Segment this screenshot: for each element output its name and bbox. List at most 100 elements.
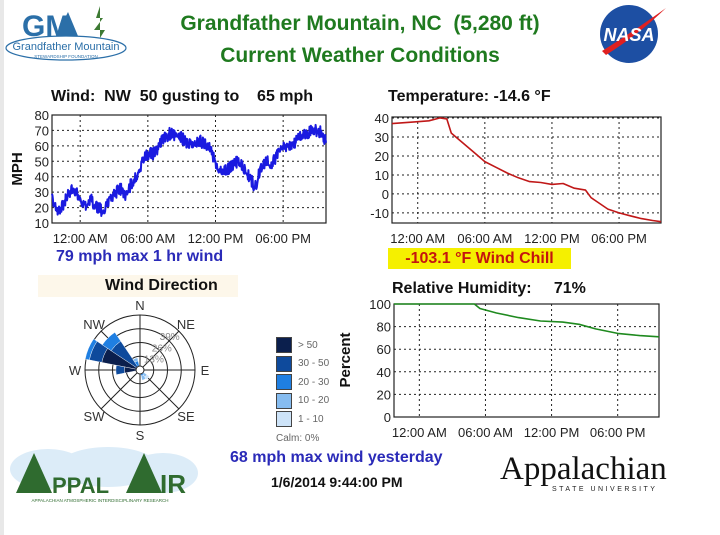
asu-logo-name: Appalachian <box>500 451 667 487</box>
series-line <box>394 303 660 338</box>
nasa-logo-icon: NASA <box>600 5 666 63</box>
legend-swatch <box>276 411 292 428</box>
page-edge <box>0 0 4 535</box>
rose-ring-label: 26% <box>152 343 172 354</box>
compass-label-e: E <box>201 363 210 378</box>
y-tick-label: 60 <box>377 342 391 357</box>
plot-area <box>393 303 660 418</box>
x-tick-label: 06:00 AM <box>457 231 512 246</box>
x-tick-label: 12:00 PM <box>524 231 580 246</box>
x-tick-label: 12:00 AM <box>390 231 445 246</box>
compass-label-n: N <box>135 298 144 313</box>
appalair-logo: PPAL IR APPALACHIAN ATMOSPHERIC INTERDIS… <box>8 445 198 510</box>
x-tick-label: 06:00 PM <box>255 231 311 246</box>
legend-label: 20 - 30 <box>298 376 330 388</box>
y-tick-label: 40 <box>377 365 391 380</box>
y-tick-label: 80 <box>377 320 391 335</box>
legend-label: 10 - 20 <box>298 395 330 407</box>
compass-label-sw: SW <box>84 409 106 424</box>
y-tick-label: 40 <box>375 111 389 126</box>
asu-logo-sub: STATE UNIVERSITY <box>552 486 658 493</box>
svg-text:APPALACHIAN ATMOSPHERIC INTERD: APPALACHIAN ATMOSPHERIC INTERDISCIPLINAR… <box>32 498 169 503</box>
wind-direction-title: Wind Direction <box>105 277 218 294</box>
appalair-logo-icon: PPAL IR APPALACHIAN ATMOSPHERIC INTERDIS… <box>10 447 198 503</box>
page-title-line2: Current Weather Conditions <box>220 44 500 67</box>
rose-ring-label: 39% <box>160 332 180 343</box>
y-tick-label: 0 <box>382 187 389 202</box>
calm-percent: Calm: 0% <box>276 432 320 444</box>
rose-petal <box>144 374 150 380</box>
svg-text:Grandfather Mountain: Grandfather Mountain <box>12 41 119 53</box>
legend-swatch <box>276 337 292 354</box>
y-axis-label: Percent <box>340 332 354 387</box>
page-title-line1: Grandfather Mountain, NC (5,280 ft) <box>180 12 540 35</box>
svg-text:PPAL: PPAL <box>52 473 109 498</box>
x-tick-label: 12:00 AM <box>53 231 108 246</box>
x-tick-label: 12:00 PM <box>188 231 244 246</box>
plot-area <box>391 116 662 224</box>
legend-label: 30 - 50 <box>298 358 330 370</box>
y-tick-label: 20 <box>35 201 49 216</box>
wind-direction-title-bg <box>38 275 238 297</box>
x-tick-label: 12:00 AM <box>392 425 447 440</box>
x-tick-label: 06:00 PM <box>590 425 646 440</box>
y-tick-label: 50 <box>35 154 49 169</box>
compass-label-w: W <box>69 363 82 378</box>
x-tick-label: 06:00 AM <box>120 231 175 246</box>
series-line <box>391 117 662 223</box>
x-tick-label: 06:00 AM <box>458 425 513 440</box>
temperature-chart: -10 0 10 20 30 40 12:00 AM 06:00 AM 12:00 PM 06:0… <box>340 111 662 246</box>
svg-text:STEWARDSHIP FOUNDATION: STEWARDSHIP FOUNDATION <box>34 54 97 59</box>
y-tick-label: 10 <box>375 168 389 183</box>
y-tick-label: 60 <box>35 139 49 154</box>
rose-petal <box>132 357 139 363</box>
nasa-logo: NASA <box>596 3 668 70</box>
rose-ring-label: 13% <box>144 355 164 366</box>
wind-max-hour: 79 mph max 1 hr wind <box>56 248 224 265</box>
x-tick-label: 06:00 PM <box>591 231 647 246</box>
legend-swatch <box>276 355 292 372</box>
compass-label-nw: NW <box>83 317 105 332</box>
y-tick-label: 20 <box>375 149 389 164</box>
y-tick-label: 70 <box>35 123 49 138</box>
wind-title: Wind: NW 50 gusting to 65 mph <box>51 88 314 105</box>
legend-item: 10 - 20 <box>276 392 346 411</box>
rose-petal <box>140 374 147 381</box>
compass-label-se: SE <box>177 409 195 424</box>
humidity-title: Relative Humidity: 71% <box>392 280 586 297</box>
y-tick-label: 100 <box>369 297 391 312</box>
x-tick-label: 12:00 PM <box>524 425 580 440</box>
rose-calm-center <box>135 365 145 375</box>
temperature-title: Temperature: -14.6 °F <box>388 88 551 105</box>
y-axis-label: MPH <box>9 152 26 185</box>
y-tick-label: 30 <box>35 185 49 200</box>
svg-text:NASA: NASA <box>603 25 654 45</box>
y-tick-label: 20 <box>377 387 391 402</box>
y-tick-label: 40 <box>35 170 49 185</box>
legend-swatch <box>276 374 292 391</box>
humidity-chart: 0 20 40 60 80 100 12:00 AM 06:00 AM 12:00 PM 06:0… <box>340 297 660 440</box>
series-line <box>51 123 327 217</box>
wind-chill-badge: -103.1 °F Wind Chill <box>388 248 571 269</box>
legend-item: > 50 <box>276 336 346 355</box>
legend-item: 1 - 10 <box>276 410 346 429</box>
plot-area <box>51 114 327 224</box>
y-tick-label: 0 <box>384 410 391 425</box>
legend-swatch <box>276 392 292 409</box>
y-tick-label: 10 <box>35 216 49 231</box>
rose-petal <box>84 338 98 361</box>
wind-rose-chart: 13%26%39% N NE E SE S SW W NW <box>69 298 210 443</box>
wind-chill-value: -103.1 °F Wind Chill <box>405 250 554 267</box>
y-axis-label: ° F <box>340 160 343 179</box>
rose-petal <box>102 332 121 351</box>
y-tick-label: 80 <box>35 108 49 123</box>
appalachian-state-logo: Appalachian STATE UNIVERSITY <box>500 452 667 493</box>
legend-label: > 50 <box>298 339 318 351</box>
y-tick-label: 30 <box>375 130 389 145</box>
timestamp: 1/6/2014 9:44:00 PM <box>271 474 403 490</box>
compass-label-ne: NE <box>177 317 195 332</box>
wind-speed-legend: > 50 30 - 50 20 - 30 10 - 20 1 - 10 Calm: 0% <box>276 336 346 444</box>
gm-logo-icon: GM Grandfather Mountain STEWARDSHIP FOUN… <box>5 6 127 61</box>
legend-label: 1 - 10 <box>298 413 324 425</box>
